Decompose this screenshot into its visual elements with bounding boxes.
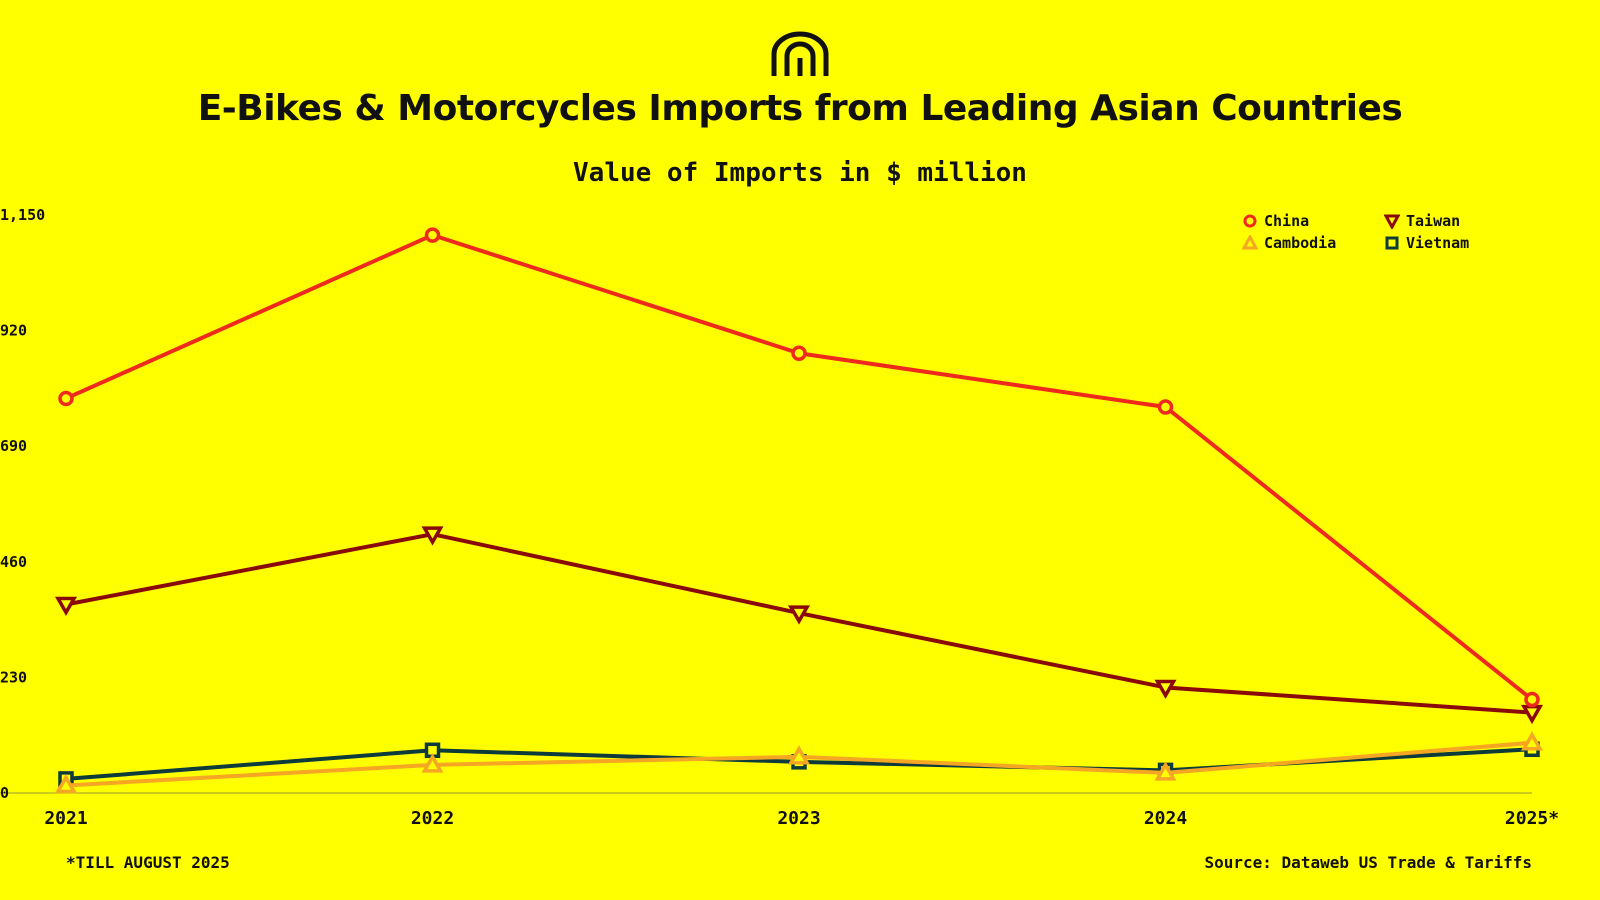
data-point-china [791, 345, 807, 361]
data-point-china [58, 390, 74, 407]
data-point-cambodia [787, 745, 811, 765]
data-point-taiwan [1520, 704, 1544, 725]
legend-label-vietnam: Vietnam [1406, 234, 1470, 252]
chart-title: E-Bikes & Motorcycles Imports from Leadi… [197, 88, 1403, 129]
x-tick-label: 2023 [777, 808, 820, 829]
footnote: *TILL AUGUST 2025 [66, 853, 230, 872]
legend-item-taiwan: Taiwan [1384, 212, 1460, 230]
x-tick-label: 2025* [1505, 808, 1559, 829]
legend-item-china: China [1242, 212, 1309, 230]
legend-label-china: China [1264, 212, 1310, 230]
source-note: Source: Dataweb US Trade & Tariffs [1204, 853, 1532, 872]
y-tick-label: 1,150 [0, 206, 45, 224]
y-tick-label: 0 [0, 784, 9, 802]
data-point-china [1524, 691, 1540, 708]
y-tick-label: 920 [0, 322, 27, 340]
data-point-china [424, 227, 441, 243]
data-point-cambodia [1520, 731, 1544, 751]
x-tick-label: 2024 [1144, 808, 1188, 829]
data-point-cambodia [421, 753, 444, 773]
data-point-taiwan [787, 605, 811, 625]
chart-subtitle: Value of Imports in $ million [573, 158, 1027, 188]
y-tick-label: 460 [0, 553, 27, 571]
legend-label-cambodia: Cambodia [1264, 234, 1337, 252]
arch-m-logo-icon [771, 31, 829, 76]
data-point-cambodia [54, 773, 78, 794]
data-point-taiwan [54, 596, 78, 617]
y-tick-label: 690 [0, 437, 27, 455]
x-tick-label: 2022 [411, 808, 454, 829]
legend-item-cambodia: Cambodia [1242, 234, 1336, 252]
y-tick-label: 230 [0, 668, 27, 686]
data-point-cambodia [1154, 761, 1177, 781]
data-point-taiwan [1154, 679, 1177, 699]
data-point-china [1157, 399, 1174, 415]
x-tick-label: 2021 [44, 808, 87, 829]
legend-label-taiwan: Taiwan [1406, 212, 1461, 230]
data-point-taiwan [421, 526, 444, 546]
series-line-china [64, 233, 1534, 702]
legend-item-vietnam: Vietnam [1384, 234, 1469, 252]
